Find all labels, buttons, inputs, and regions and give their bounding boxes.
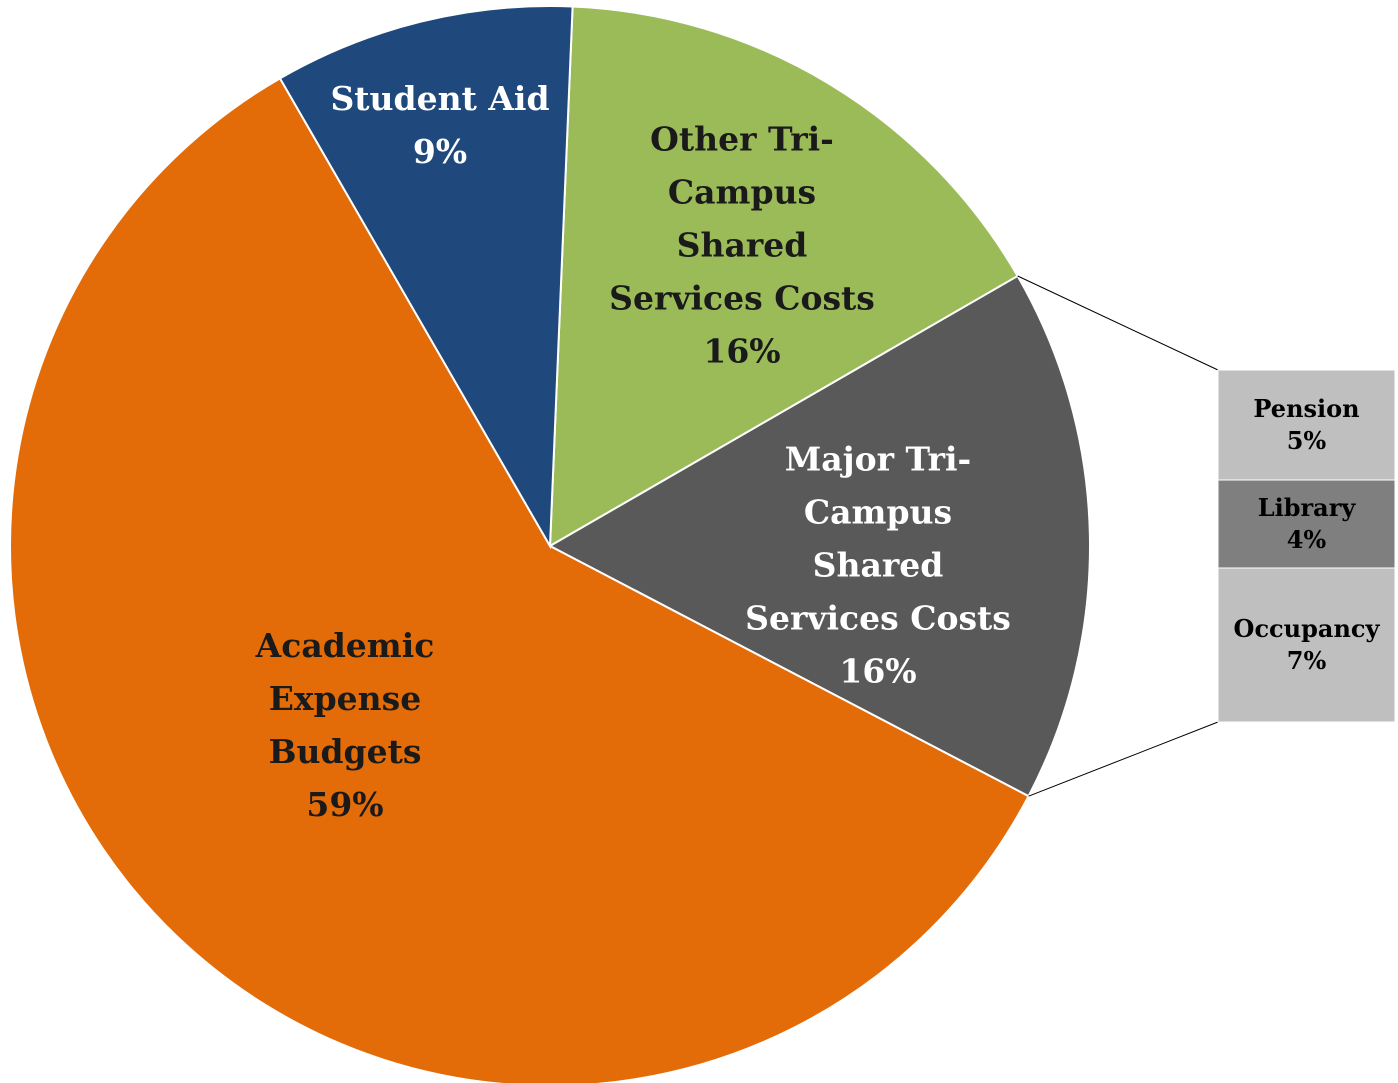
bar-name: Pension — [1253, 394, 1360, 423]
pie-slice — [9, 76, 1030, 1083]
bar-segment — [1217, 479, 1396, 569]
connector-line — [1028, 721, 1219, 797]
slice-value: 9% — [412, 132, 468, 171]
bar-value: 4% — [1286, 525, 1327, 554]
pie-slice — [278, 5, 574, 550]
slice-name: Other Tri- Campus Shared Services Costs — [609, 119, 875, 318]
bar-value: 7% — [1286, 646, 1327, 675]
pie-slice — [548, 5, 1020, 548]
bar-value: 5% — [1286, 426, 1327, 455]
bar-label: Library 4% — [1258, 492, 1356, 556]
slice-value: 16% — [839, 651, 917, 691]
slice-label: Major Tri- Campus Shared Services Costs 1… — [745, 433, 1011, 698]
connector-line — [1017, 275, 1219, 371]
pie-slice — [547, 274, 1091, 798]
slice-label: Other Tri- Campus Shared Services Costs 1… — [609, 113, 875, 378]
bar-label: Pension 5% — [1253, 393, 1359, 457]
bar-name: Library — [1257, 493, 1356, 522]
bar-segment — [1217, 369, 1396, 481]
slice-name: Academic Expense Budgets — [255, 626, 435, 771]
slice-label: Student Aid 9% — [330, 72, 549, 178]
slice-value: 59% — [306, 785, 384, 824]
slice-label: Academic Expense Budgets 59% — [256, 619, 435, 831]
slice-name: Major Tri- Campus Shared Services Costs — [745, 439, 1011, 638]
bar-label: Occupancy 7% — [1234, 613, 1380, 677]
bar-name: Occupancy — [1233, 614, 1380, 643]
slice-name: Student Aid — [330, 79, 550, 118]
slice-value: 16% — [703, 331, 781, 371]
bar-segment — [1217, 567, 1396, 723]
